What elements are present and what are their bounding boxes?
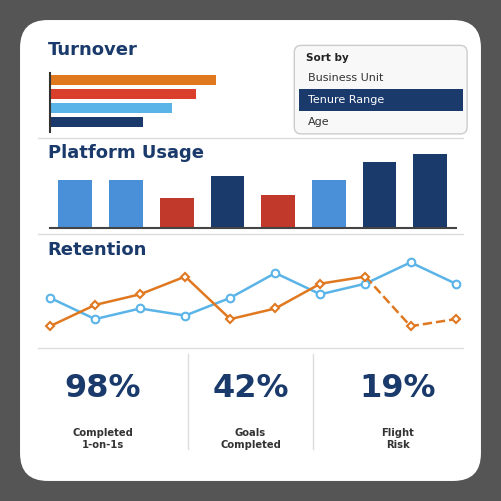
Text: Age: Age [308, 117, 330, 127]
Bar [363, 162, 396, 228]
Bar [50, 89, 196, 99]
Bar [413, 154, 447, 228]
Bar [50, 103, 172, 113]
Text: 42%: 42% [212, 373, 289, 404]
Bar [160, 197, 194, 228]
Bar [59, 180, 92, 228]
Text: Tenure Range: Tenure Range [308, 95, 384, 105]
Text: 19%: 19% [360, 373, 436, 404]
Bar [210, 176, 244, 228]
Text: Retention: Retention [48, 241, 147, 260]
Text: Sort by: Sort by [306, 53, 349, 63]
FancyBboxPatch shape [294, 46, 467, 134]
Bar [50, 75, 216, 85]
FancyBboxPatch shape [20, 20, 481, 481]
Bar [50, 117, 143, 127]
Bar [312, 180, 346, 228]
Text: 98%: 98% [65, 373, 141, 404]
Text: Flight
Risk: Flight Risk [382, 428, 414, 449]
Bar [109, 180, 143, 228]
Text: Goals
Completed: Goals Completed [220, 428, 281, 449]
Text: Platform Usage: Platform Usage [48, 144, 204, 162]
Text: Turnover: Turnover [48, 41, 138, 59]
Text: Completed
1-on-1s: Completed 1-on-1s [73, 428, 133, 449]
Text: Business Unit: Business Unit [308, 73, 383, 83]
Bar [299, 89, 462, 111]
Bar [261, 195, 295, 228]
